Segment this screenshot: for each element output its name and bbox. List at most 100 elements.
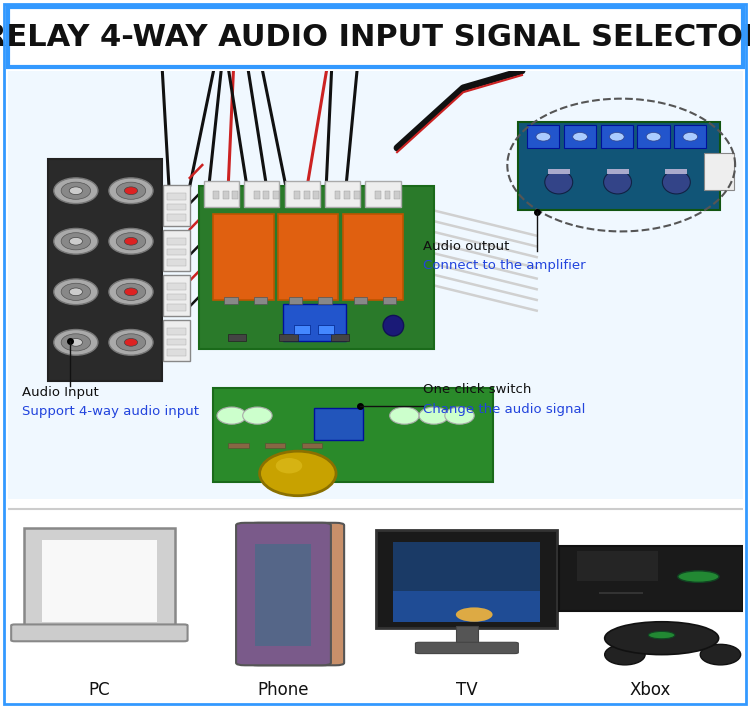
- Circle shape: [573, 132, 587, 141]
- Bar: [344, 190, 350, 200]
- Bar: [199, 186, 434, 349]
- Bar: [167, 204, 186, 210]
- Bar: [228, 442, 248, 447]
- Circle shape: [54, 279, 98, 304]
- Ellipse shape: [700, 644, 741, 665]
- Circle shape: [109, 329, 153, 355]
- FancyBboxPatch shape: [559, 546, 742, 612]
- FancyBboxPatch shape: [249, 523, 344, 666]
- Bar: [383, 297, 396, 304]
- Ellipse shape: [383, 315, 404, 336]
- Bar: [354, 190, 359, 200]
- FancyBboxPatch shape: [164, 275, 190, 316]
- Bar: [48, 159, 162, 382]
- Circle shape: [69, 288, 82, 296]
- Circle shape: [124, 237, 137, 245]
- Circle shape: [62, 233, 91, 250]
- Circle shape: [649, 632, 675, 639]
- FancyBboxPatch shape: [638, 125, 670, 149]
- Bar: [213, 190, 219, 200]
- Bar: [254, 297, 267, 304]
- Bar: [354, 297, 367, 304]
- Bar: [548, 169, 570, 173]
- Ellipse shape: [456, 607, 493, 622]
- Circle shape: [217, 407, 246, 424]
- Bar: [289, 297, 302, 304]
- Text: RELAY 4-WAY AUDIO INPUT SIGNAL SELECTOR: RELAY 4-WAY AUDIO INPUT SIGNAL SELECTOR: [0, 23, 750, 52]
- FancyBboxPatch shape: [284, 304, 346, 341]
- Circle shape: [678, 571, 719, 583]
- FancyBboxPatch shape: [314, 408, 362, 440]
- FancyBboxPatch shape: [164, 185, 190, 227]
- Circle shape: [536, 132, 550, 141]
- Bar: [665, 169, 688, 173]
- Circle shape: [69, 338, 82, 346]
- Bar: [319, 297, 332, 304]
- FancyBboxPatch shape: [376, 530, 557, 627]
- FancyBboxPatch shape: [343, 215, 403, 300]
- Ellipse shape: [604, 622, 718, 655]
- Bar: [167, 239, 186, 245]
- FancyBboxPatch shape: [704, 153, 734, 190]
- Circle shape: [390, 407, 419, 424]
- Text: One click switch: One click switch: [423, 383, 531, 396]
- Bar: [599, 593, 644, 594]
- Bar: [167, 294, 186, 300]
- Circle shape: [445, 407, 474, 424]
- FancyBboxPatch shape: [325, 181, 360, 207]
- Bar: [314, 190, 320, 200]
- Circle shape: [116, 233, 146, 250]
- Bar: [456, 626, 478, 644]
- Circle shape: [69, 237, 82, 245]
- Circle shape: [116, 333, 146, 351]
- Bar: [393, 591, 540, 622]
- FancyBboxPatch shape: [213, 215, 274, 300]
- Bar: [42, 539, 157, 622]
- Circle shape: [62, 182, 91, 200]
- Circle shape: [54, 229, 98, 254]
- Circle shape: [243, 407, 272, 424]
- Bar: [254, 190, 260, 200]
- FancyBboxPatch shape: [164, 230, 190, 271]
- Circle shape: [109, 229, 153, 254]
- FancyBboxPatch shape: [601, 125, 633, 149]
- Bar: [334, 190, 340, 200]
- Bar: [228, 334, 246, 341]
- Bar: [224, 297, 238, 304]
- Text: Audio output: Audio output: [423, 240, 509, 253]
- FancyBboxPatch shape: [564, 125, 596, 149]
- Circle shape: [54, 329, 98, 355]
- Circle shape: [62, 333, 91, 351]
- Circle shape: [124, 338, 137, 346]
- Ellipse shape: [544, 171, 573, 194]
- Circle shape: [260, 451, 336, 496]
- FancyBboxPatch shape: [365, 181, 400, 207]
- Ellipse shape: [662, 171, 690, 194]
- Bar: [375, 190, 381, 200]
- Bar: [255, 544, 311, 646]
- Bar: [578, 551, 658, 581]
- FancyBboxPatch shape: [278, 215, 338, 300]
- Bar: [167, 259, 186, 266]
- Bar: [394, 190, 400, 200]
- Bar: [167, 283, 186, 290]
- Bar: [331, 334, 350, 341]
- Bar: [167, 249, 186, 256]
- Bar: [263, 190, 269, 200]
- Circle shape: [124, 187, 137, 195]
- Circle shape: [683, 132, 698, 141]
- Bar: [280, 334, 298, 341]
- Ellipse shape: [604, 171, 632, 194]
- FancyBboxPatch shape: [527, 125, 560, 149]
- Bar: [302, 442, 322, 447]
- Bar: [167, 193, 186, 200]
- FancyBboxPatch shape: [24, 527, 175, 627]
- Bar: [385, 190, 391, 200]
- FancyBboxPatch shape: [204, 181, 239, 207]
- Circle shape: [610, 132, 624, 141]
- Bar: [223, 190, 229, 200]
- Circle shape: [419, 407, 448, 424]
- Bar: [268, 544, 324, 646]
- FancyBboxPatch shape: [674, 125, 706, 149]
- Bar: [294, 325, 310, 334]
